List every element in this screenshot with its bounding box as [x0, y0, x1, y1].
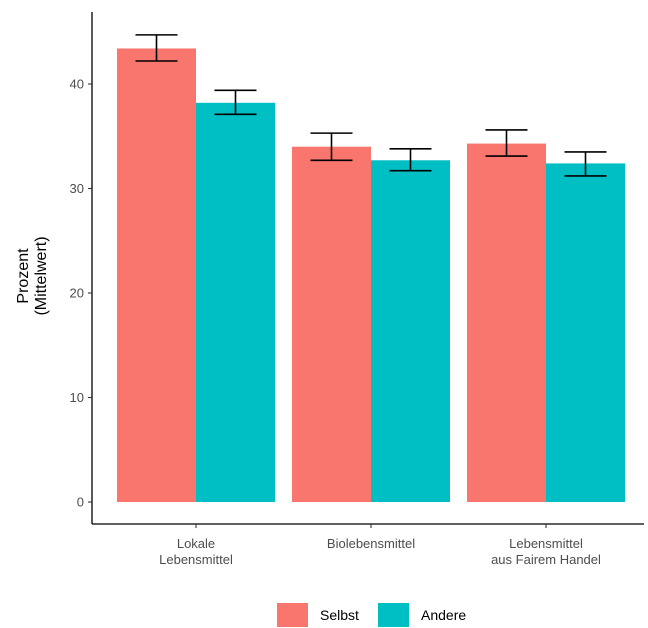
- legend-key-andere: [378, 603, 409, 627]
- y-axis-title: Prozent(Mittelwert): [15, 236, 50, 315]
- y-axis-title-line: (Mittelwert): [33, 236, 50, 315]
- y-tick-label: 10: [70, 390, 84, 405]
- x-tick-label: Biolebensmittel: [327, 536, 415, 551]
- legend-label-andere: Andere: [421, 607, 466, 623]
- x-tick-label-line: Biolebensmittel: [327, 536, 415, 551]
- x-tick-label-line: Lebensmittel: [509, 536, 583, 551]
- legend-key-selbst: [277, 603, 308, 627]
- y-tick-label: 30: [70, 181, 84, 196]
- y-tick-label: 40: [70, 77, 84, 92]
- bar-andere-0: [196, 102, 275, 502]
- legend-label-selbst: Selbst: [320, 607, 359, 623]
- y-tick-label: 20: [70, 286, 84, 301]
- bar-andere-2: [546, 163, 625, 503]
- bar-selbst-0: [117, 48, 196, 502]
- bar-andere-1: [371, 160, 450, 502]
- x-tick-label: Lebensmittel aus Fairem Handel: [491, 536, 601, 567]
- y-tick-label: 0: [77, 495, 84, 510]
- error-bar-andere-2: [564, 151, 607, 177]
- x-tick-label-line: Lokale: [177, 536, 215, 551]
- x-tick-label: Lokale Lebensmittel: [159, 536, 233, 567]
- error-bar-selbst-1: [310, 132, 353, 162]
- error-bar-andere-0: [214, 89, 257, 116]
- plot-area: [117, 34, 625, 503]
- x-tick-label-line: Lebensmittel: [159, 552, 233, 567]
- error-bar-selbst-0: [135, 34, 178, 62]
- bar-selbst-2: [467, 143, 546, 502]
- legend: Selbst Andere: [277, 603, 466, 627]
- error-bar-andere-1: [389, 147, 432, 172]
- bar-selbst-1: [292, 146, 371, 502]
- error-bar-selbst-2: [485, 129, 528, 157]
- x-tick-label-line: aus Fairem Handel: [491, 552, 601, 567]
- y-axis-title-line: Prozent: [15, 248, 32, 304]
